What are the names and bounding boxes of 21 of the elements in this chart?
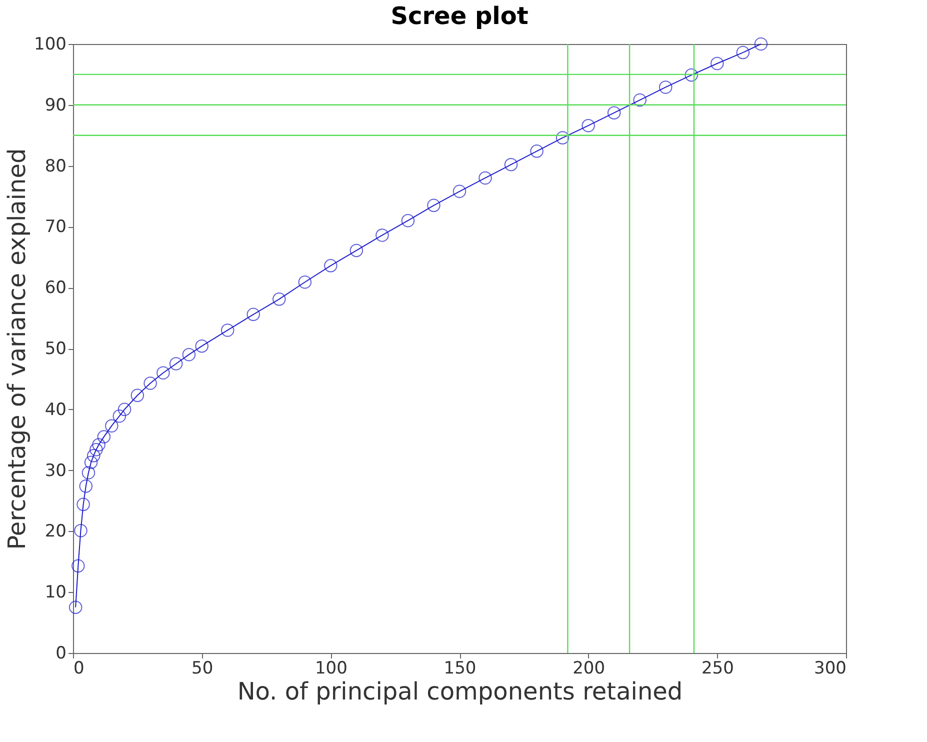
y-tick-label: 60 [44,278,66,298]
y-tick-label: 80 [44,156,66,176]
x-tick-label: 300 [814,658,846,678]
y-tick-label: 100 [34,34,66,54]
x-tick-label: 250 [701,658,734,678]
y-axis-title: Percentage of variance explained [3,148,32,550]
x-tick-label: 0 [74,658,84,678]
y-tick-label: 50 [44,339,66,359]
x-axis-title: No. of principal components retained [237,678,683,706]
x-tick-label: 100 [314,658,348,678]
x-tick-label: 150 [444,658,476,678]
x-tick-label: 200 [572,658,606,678]
y-tick-label: 30 [44,460,66,481]
y-tick-label: 40 [44,400,66,420]
x-tick-label: 50 [192,658,214,678]
y-tick-label: 0 [56,644,66,664]
y-tick-label: 90 [44,95,66,116]
chart-title: Scree plot [390,2,528,30]
y-tick-label: 20 [44,522,66,542]
y-tick-label: 10 [44,582,66,603]
y-tick-label: 70 [44,217,66,238]
